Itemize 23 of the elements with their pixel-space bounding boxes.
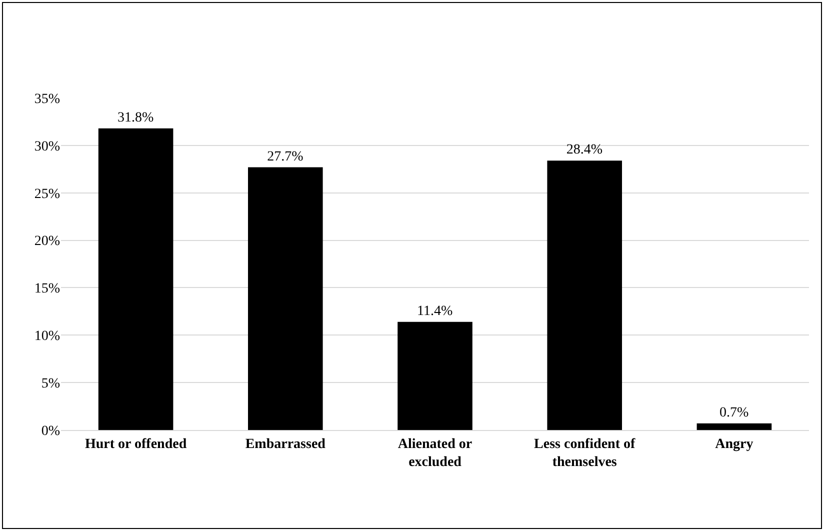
y-tick-label: 5% <box>41 376 60 392</box>
x-tick-label: Alienated or excluded <box>398 436 472 470</box>
bar <box>547 160 622 430</box>
data-label: 28.4% <box>566 142 603 158</box>
y-tick-label: 20% <box>34 234 60 250</box>
bar <box>696 423 772 430</box>
y-tick-label: 10% <box>34 329 60 344</box>
x-tick-label: Embarrassed <box>245 436 326 452</box>
y-tick-label: 25% <box>34 186 60 202</box>
x-tick-label: Angry <box>715 436 754 452</box>
data-label: 31.8% <box>118 110 154 126</box>
bar <box>248 167 323 430</box>
data-label: 11.4% <box>417 304 453 319</box>
bar <box>98 128 174 430</box>
y-tick-label: 0% <box>41 424 60 439</box>
y-tick-label: 15% <box>34 282 60 297</box>
y-tick-label: 35% <box>34 92 60 107</box>
data-label: 27.7% <box>267 149 304 164</box>
x-tick-label: Hurt or offended <box>84 436 187 452</box>
bar <box>398 322 472 430</box>
x-tick-label: Less confident of themselves <box>534 436 636 470</box>
y-tick-label: 30% <box>34 139 60 154</box>
data-label: 0.7% <box>719 405 749 420</box>
